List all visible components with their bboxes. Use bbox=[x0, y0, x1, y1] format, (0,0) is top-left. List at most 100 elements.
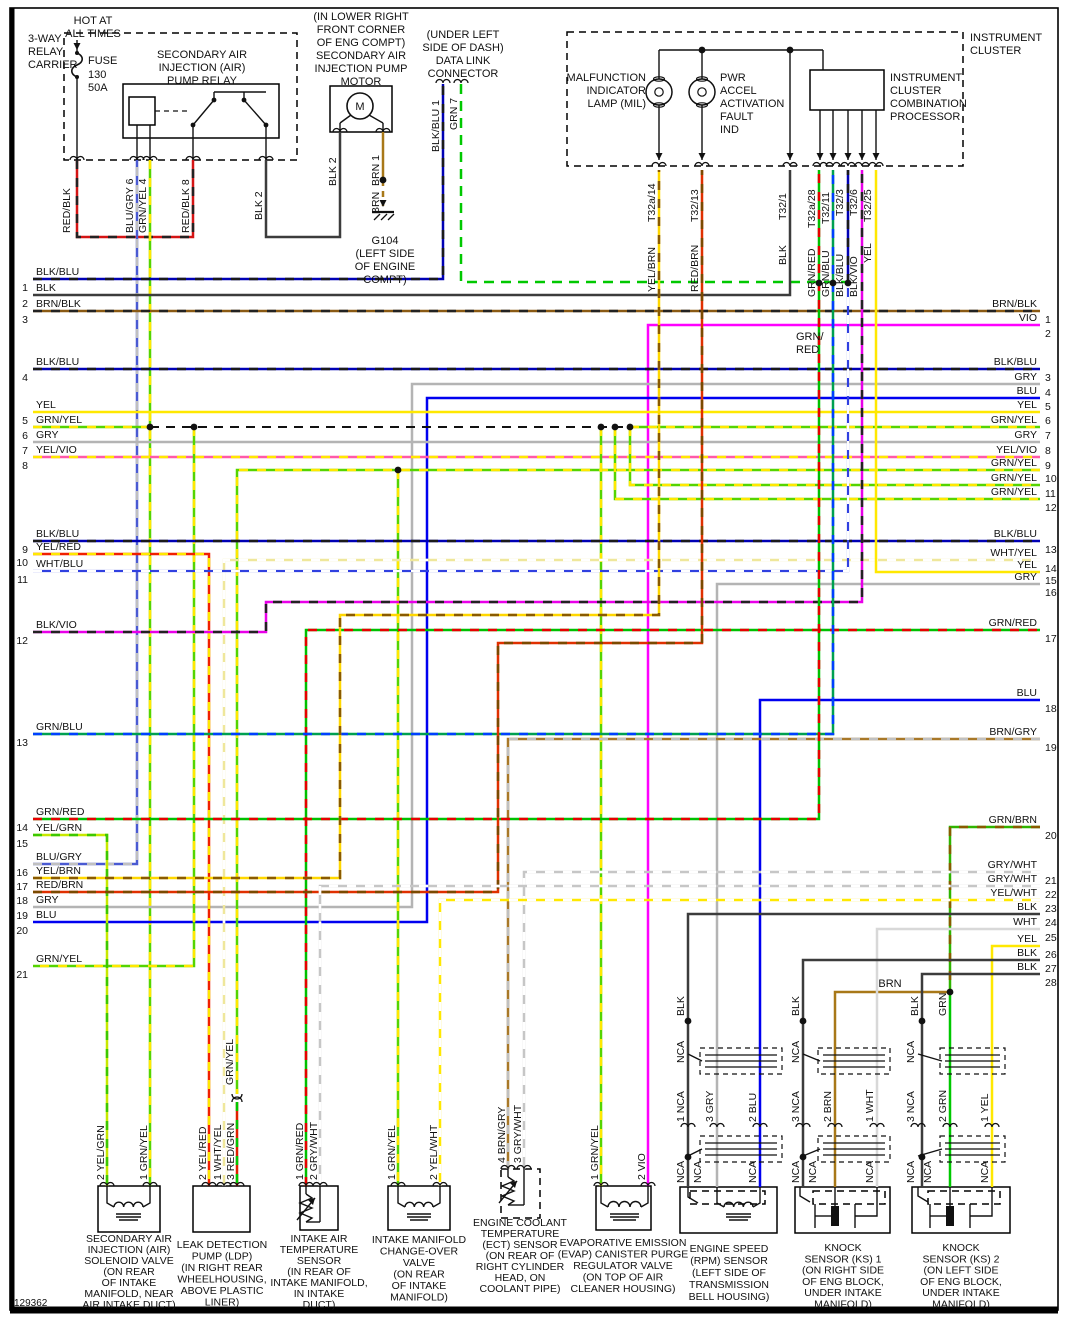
label: 6 bbox=[22, 430, 28, 442]
connector-icon bbox=[69, 155, 85, 161]
arrow-icon bbox=[655, 153, 663, 160]
label: INJECTION (AIR) bbox=[159, 62, 246, 74]
label: PUMP RELAY bbox=[167, 75, 238, 87]
box-knock-sensor-2 bbox=[911, 1186, 1011, 1234]
label: 1 bbox=[22, 282, 28, 294]
label: (ON REAR OF bbox=[486, 1250, 555, 1262]
label: OF ENGINE bbox=[355, 261, 416, 273]
label: GRY bbox=[36, 429, 59, 441]
label: 17 bbox=[16, 881, 28, 893]
label: ABOVE PLASTIC bbox=[181, 1285, 264, 1297]
label: INTAKE MANIFOLD bbox=[372, 1234, 467, 1246]
label: BLK 2 bbox=[327, 157, 339, 186]
label: 1 GRN/YEL bbox=[589, 1125, 601, 1180]
box-air-pump-relay bbox=[122, 83, 280, 139]
label: BLK bbox=[36, 282, 56, 294]
label: LAMP (MIL) bbox=[588, 98, 646, 110]
structure-line bbox=[339, 114, 352, 124]
arrow-icon bbox=[698, 153, 706, 160]
connector-icon bbox=[640, 1181, 656, 1187]
lamp-seat bbox=[695, 102, 709, 108]
structure-line bbox=[192, 99, 215, 126]
label: LINER) bbox=[205, 1297, 239, 1309]
label: 4 BRN/GRY bbox=[496, 1107, 508, 1163]
label: IND bbox=[720, 124, 739, 136]
label: NCA bbox=[905, 1161, 917, 1183]
label: OF ENG COMPT) bbox=[317, 37, 406, 49]
label: BLU bbox=[1017, 687, 1037, 699]
splice-dot bbox=[190, 423, 198, 431]
label: 13 bbox=[16, 737, 28, 749]
label: KNOCK bbox=[942, 1242, 979, 1254]
label: LEAK DETECTION bbox=[177, 1239, 267, 1251]
label: T32/1 bbox=[777, 193, 789, 220]
coil-icon bbox=[723, 1201, 754, 1208]
label: 8 bbox=[1045, 445, 1051, 457]
wire-GRN-RED bbox=[304, 628, 1040, 1186]
label: GRN/YEL bbox=[36, 414, 82, 426]
label: OF INTAKE bbox=[392, 1280, 447, 1292]
connector-icon bbox=[827, 1122, 843, 1128]
label: 7 bbox=[22, 445, 28, 457]
label: DUCT) bbox=[303, 1299, 336, 1311]
label: VALVE bbox=[403, 1257, 435, 1269]
splice-dot bbox=[394, 466, 402, 474]
label: YEL/WHT bbox=[990, 887, 1037, 899]
label: 17 bbox=[1045, 633, 1057, 645]
connector-icon bbox=[795, 1122, 811, 1128]
box-ks1-inner-shield bbox=[812, 1190, 886, 1205]
relay-contact-dot bbox=[241, 97, 247, 103]
splice-dot bbox=[918, 1017, 926, 1025]
connector-icon bbox=[680, 1122, 696, 1128]
label: 14 bbox=[1045, 563, 1057, 575]
label: PWR bbox=[720, 72, 746, 84]
splice-dot bbox=[698, 46, 706, 54]
connector-icon bbox=[298, 1181, 314, 1187]
label: COMBINATION bbox=[890, 98, 967, 110]
coil-lead bbox=[142, 1186, 151, 1208]
resistor-icon bbox=[500, 1176, 516, 1206]
arrow-icon bbox=[858, 153, 866, 160]
label: 5 bbox=[1045, 401, 1051, 413]
label: 130 bbox=[88, 69, 106, 81]
label: FAULT bbox=[720, 111, 754, 123]
wire-GRN-BLU bbox=[33, 170, 835, 736]
splice-dot bbox=[611, 423, 619, 431]
label: COOLANT PIPE) bbox=[480, 1283, 561, 1295]
splice-dot bbox=[786, 46, 794, 54]
label: 1 bbox=[1045, 314, 1051, 326]
label: BLK bbox=[1017, 901, 1037, 913]
label: ENGINE SPEED bbox=[690, 1243, 769, 1255]
label: T32a/28 bbox=[806, 189, 818, 228]
structure-line bbox=[802, 1053, 821, 1062]
label: NCA bbox=[905, 1041, 917, 1063]
arrow-icon bbox=[816, 153, 824, 160]
label: 4 bbox=[22, 372, 28, 384]
label: CONNECTOR bbox=[428, 68, 499, 80]
wire-stripe-YEL-BRN bbox=[33, 170, 661, 880]
label: 3 RED/GRN bbox=[225, 1123, 237, 1180]
coil-lead bbox=[106, 1186, 115, 1208]
structure-line bbox=[243, 99, 267, 126]
label: BRN bbox=[878, 978, 901, 990]
wire-stripe-GRY-WHT bbox=[318, 884, 1040, 1186]
label: 3 NCA bbox=[790, 1091, 802, 1122]
label: PROCESSOR bbox=[890, 111, 960, 123]
connector-icon bbox=[854, 161, 870, 167]
label: WHT bbox=[1013, 916, 1037, 928]
label: INTAKE MANIFOLD, bbox=[270, 1277, 367, 1289]
label: 6 bbox=[1045, 415, 1051, 427]
label: 2 bbox=[1045, 328, 1051, 340]
label: SENSOR bbox=[297, 1255, 342, 1267]
coil-lead bbox=[600, 1186, 609, 1208]
splice-dot bbox=[918, 1153, 926, 1161]
piezo-lead bbox=[970, 1187, 993, 1217]
label: INDICATOR bbox=[587, 85, 647, 97]
label: YEL/RED bbox=[36, 541, 81, 553]
arrow-icon bbox=[786, 153, 794, 160]
label: 11 bbox=[1045, 488, 1056, 500]
label: EVAPORATIVE EMISSION bbox=[560, 1237, 687, 1249]
label: BLK/BLU bbox=[36, 528, 79, 540]
connector-icon bbox=[694, 161, 710, 167]
label: BRN/GRY bbox=[989, 726, 1037, 738]
